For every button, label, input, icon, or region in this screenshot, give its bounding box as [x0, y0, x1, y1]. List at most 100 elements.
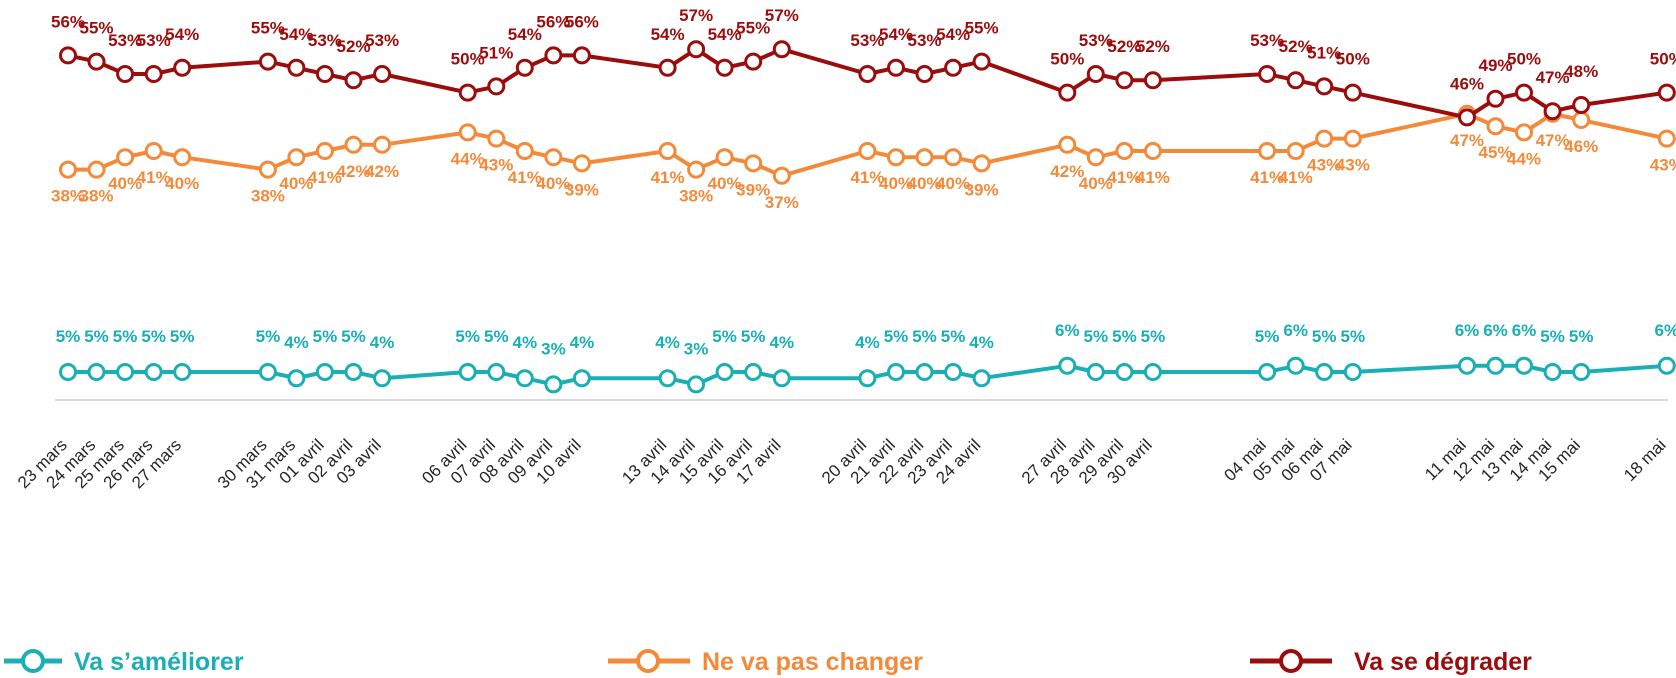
- data-point-improve: [1657, 356, 1676, 375]
- data-label-unchanged: 45%: [1478, 143, 1512, 162]
- data-label-worsen: 57%: [679, 6, 713, 25]
- data-point-unchanged: [116, 148, 135, 167]
- data-point-unchanged: [887, 148, 905, 167]
- data-label-worsen: 55%: [965, 19, 999, 38]
- data-label-unchanged: 41%: [651, 168, 685, 187]
- data-point-improve: [1543, 363, 1562, 381]
- data-point-worsen: [744, 52, 763, 71]
- data-point-improve: [173, 363, 192, 381]
- data-point-unchanged: [1115, 142, 1134, 160]
- data-point-unchanged: [258, 160, 277, 179]
- data-point-worsen: [1315, 77, 1334, 96]
- data-point-unchanged: [972, 154, 991, 173]
- data-label-worsen: 51%: [1307, 43, 1341, 62]
- data-label-unchanged: 40%: [936, 174, 970, 193]
- data-label-improve: 5%: [113, 327, 138, 346]
- data-point-unchanged: [915, 148, 934, 167]
- data-label-improve: 5%: [712, 327, 737, 346]
- data-point-improve: [744, 363, 763, 381]
- data-point-improve: [287, 369, 306, 388]
- data-label-improve: 4%: [655, 333, 680, 352]
- series-group: [59, 40, 1676, 394]
- data-point-unchanged: [858, 142, 877, 160]
- data-point-unchanged: [1086, 148, 1105, 167]
- data-point-unchanged: [144, 142, 163, 160]
- data-label-unchanged: 41%: [1279, 168, 1313, 187]
- data-label-worsen: 53%: [137, 31, 171, 50]
- data-label-worsen: 56%: [565, 12, 599, 31]
- data-point-unchanged: [487, 129, 506, 148]
- data-label-worsen: 54%: [708, 25, 742, 44]
- data-label-worsen: 53%: [308, 31, 342, 50]
- data-label-unchanged: 44%: [451, 149, 485, 168]
- data-label-worsen: 56%: [51, 12, 85, 31]
- data-point-improve: [944, 363, 963, 381]
- data-point-worsen: [858, 65, 877, 83]
- data-point-worsen: [972, 52, 991, 71]
- data-label-unchanged: 39%: [736, 180, 770, 199]
- data-label-worsen: 54%: [651, 25, 685, 44]
- data-label-improve: 5%: [1112, 327, 1137, 346]
- data-label-worsen: 55%: [251, 19, 285, 38]
- data-label-unchanged: 38%: [251, 187, 285, 206]
- data-label-worsen: 55%: [736, 19, 770, 38]
- data-label-worsen: 50%: [1050, 50, 1084, 69]
- data-label-unchanged: 43%: [1650, 156, 1676, 175]
- data-label-unchanged: 40%: [1079, 174, 1113, 193]
- data-point-unchanged: [458, 123, 477, 142]
- data-point-improve: [1486, 356, 1505, 375]
- data-point-unchanged: [1258, 142, 1277, 160]
- data-label-improve: 4%: [770, 333, 795, 352]
- data-label-improve: 5%: [1341, 327, 1366, 346]
- data-point-unchanged: [344, 135, 363, 154]
- legend-label-worsen: Va se dégrader: [1354, 648, 1532, 676]
- data-point-worsen: [1343, 83, 1362, 102]
- data-label-improve: 6%: [1283, 321, 1308, 340]
- value-labels-group: 5% 5% 5% 5% 5% 5% 4% 5% 5% 4% 5% 5% 4% 3% 4% 4% 3%5% 5% 4%…: [51, 6, 1676, 358]
- data-label-unchanged: 46%: [1564, 137, 1598, 156]
- data-point-improve: [344, 363, 363, 381]
- data-point-unchanged: [1343, 129, 1362, 148]
- data-label-worsen: 47%: [1536, 68, 1570, 87]
- data-label-worsen: 52%: [1279, 37, 1313, 56]
- data-point-improve: [972, 369, 991, 388]
- data-label-worsen: 54%: [936, 25, 970, 44]
- data-point-improve: [687, 375, 706, 394]
- data-label-improve: 6%: [1512, 321, 1537, 340]
- data-label-unchanged: 44%: [1507, 149, 1541, 168]
- data-label-unchanged: 40%: [907, 174, 941, 193]
- data-point-worsen: [1458, 108, 1476, 127]
- data-point-improve: [1086, 363, 1105, 381]
- data-label-improve: 5%: [1569, 327, 1594, 346]
- data-label-unchanged: 42%: [336, 162, 370, 181]
- data-point-worsen: [1258, 65, 1277, 83]
- data-point-worsen: [287, 58, 306, 77]
- data-label-unchanged: 41%: [308, 168, 342, 187]
- data-point-improve: [1143, 363, 1162, 381]
- legend-item-improve: Va s’améliorer: [4, 648, 244, 676]
- data-label-worsen: 55%: [79, 19, 113, 38]
- data-point-unchanged: [373, 135, 392, 154]
- data-point-improve: [715, 363, 734, 381]
- data-label-worsen: 53%: [1079, 31, 1113, 50]
- data-point-worsen: [1486, 89, 1505, 108]
- data-point-worsen: [1058, 83, 1077, 102]
- data-point-worsen: [59, 46, 77, 65]
- data-point-unchanged: [658, 142, 677, 160]
- data-label-improve: 4%: [969, 333, 994, 352]
- data-point-improve: [59, 363, 77, 381]
- legend-marker-worsen: [1279, 649, 1303, 673]
- data-point-improve: [487, 363, 506, 381]
- data-label-unchanged: 39%: [565, 180, 599, 199]
- data-point-unchanged: [944, 148, 963, 167]
- data-label-improve: 3%: [684, 339, 709, 358]
- data-point-improve: [544, 375, 563, 394]
- data-label-unchanged: 42%: [1050, 162, 1084, 181]
- data-point-worsen: [715, 58, 734, 77]
- data-label-unchanged: 40%: [879, 174, 913, 193]
- data-label-worsen: 52%: [1136, 37, 1170, 56]
- data-label-unchanged: 41%: [850, 168, 884, 187]
- x-tick-label: 18 mai: [1620, 435, 1670, 485]
- data-point-worsen: [1143, 71, 1162, 90]
